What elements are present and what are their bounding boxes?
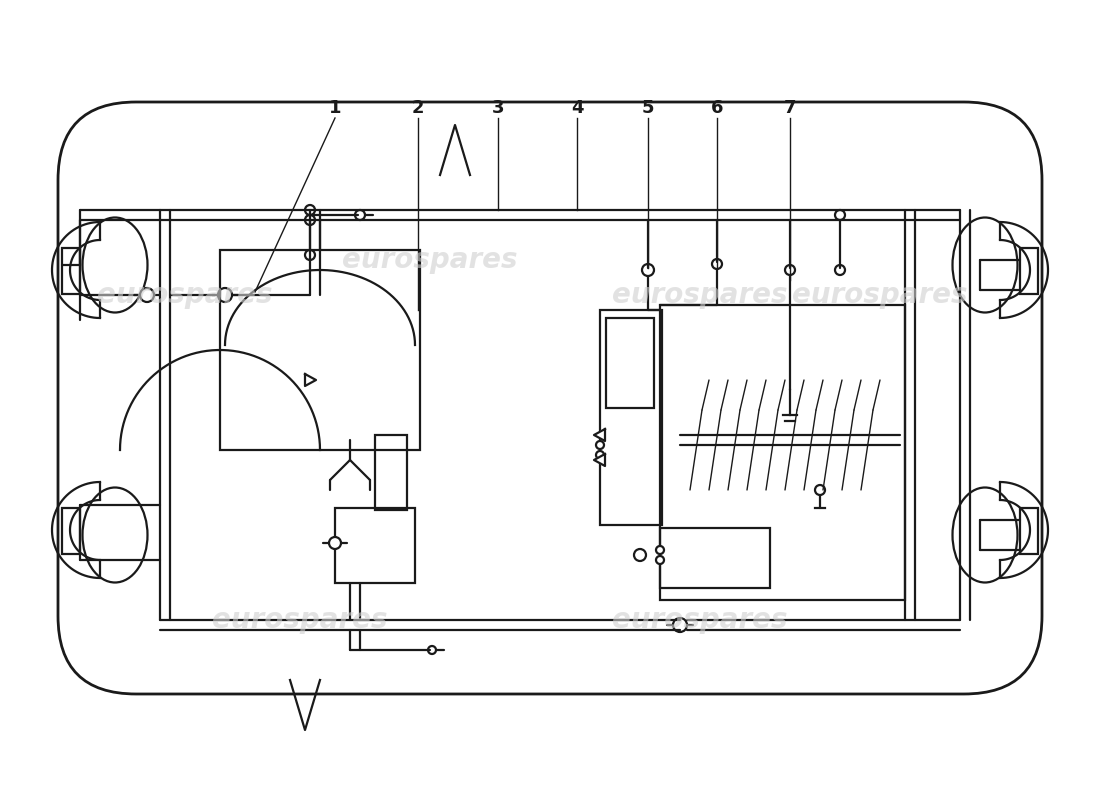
Circle shape (305, 215, 315, 225)
Text: 3: 3 (492, 99, 504, 117)
Circle shape (712, 259, 722, 269)
Circle shape (785, 265, 795, 275)
Text: 7: 7 (783, 99, 796, 117)
Circle shape (596, 451, 604, 459)
Bar (1020, 508, 1038, 554)
Circle shape (673, 618, 688, 632)
Circle shape (428, 646, 436, 654)
Bar (62, 508, 80, 554)
Bar (660, 528, 770, 588)
Text: eurospares: eurospares (613, 281, 788, 309)
Circle shape (218, 288, 232, 302)
Text: 5: 5 (641, 99, 654, 117)
Polygon shape (594, 454, 605, 466)
Circle shape (815, 485, 825, 495)
Polygon shape (305, 374, 316, 386)
Text: 2: 2 (411, 99, 425, 117)
Bar (606, 318, 654, 408)
Circle shape (596, 441, 604, 449)
Bar (1020, 248, 1038, 294)
Text: 4: 4 (571, 99, 583, 117)
Text: 6: 6 (711, 99, 724, 117)
Circle shape (355, 210, 365, 220)
Circle shape (634, 549, 646, 561)
Bar (336, 508, 415, 583)
Bar (660, 305, 905, 600)
Circle shape (656, 556, 664, 564)
Circle shape (305, 205, 315, 215)
Circle shape (140, 288, 154, 302)
Bar (220, 250, 420, 450)
Bar (375, 435, 407, 510)
Circle shape (835, 210, 845, 220)
Text: eurospares: eurospares (97, 281, 273, 309)
Text: eurospares: eurospares (212, 606, 387, 634)
Circle shape (656, 546, 664, 554)
Bar (600, 310, 662, 525)
Circle shape (329, 537, 341, 549)
Circle shape (835, 265, 845, 275)
Text: eurospares: eurospares (342, 246, 518, 274)
Circle shape (642, 264, 654, 276)
Circle shape (305, 250, 315, 260)
Text: 1: 1 (329, 99, 341, 117)
Text: eurospares: eurospares (613, 606, 788, 634)
Bar (62, 248, 80, 294)
Text: eurospares: eurospares (792, 281, 968, 309)
Polygon shape (594, 429, 605, 441)
